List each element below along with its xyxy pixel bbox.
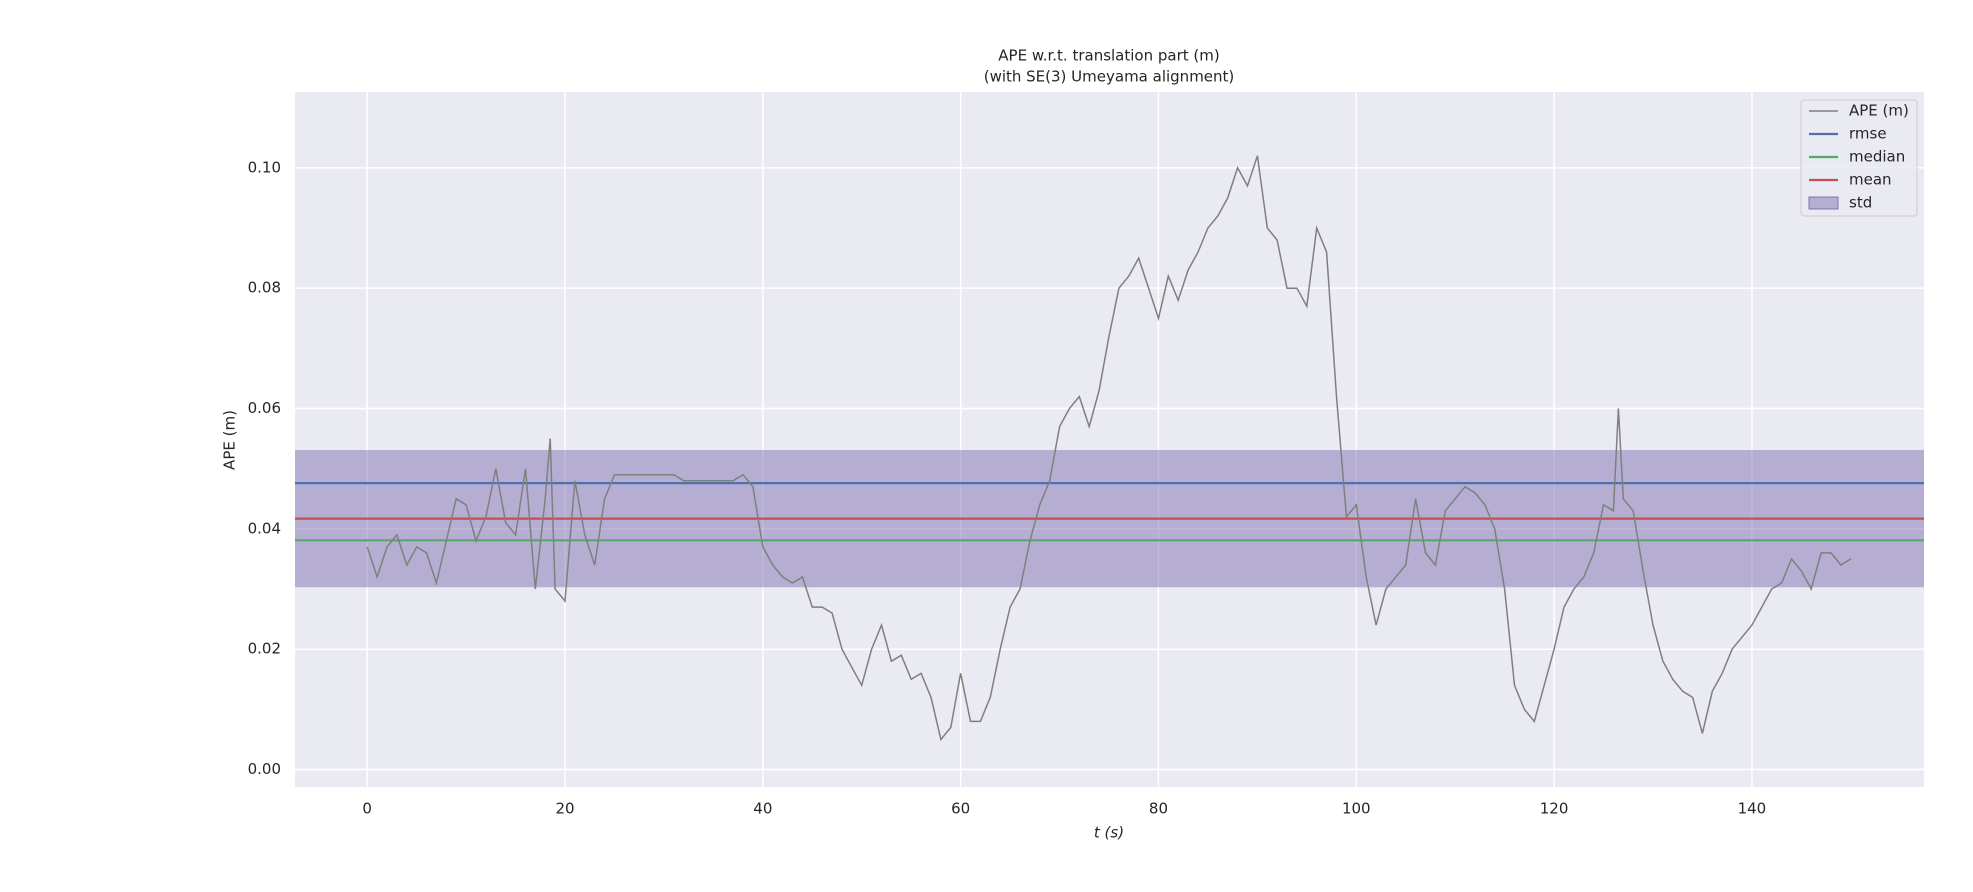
x-tick-label: 0: [362, 800, 372, 818]
ape-line: [366, 155, 1852, 742]
legend-label: rmse: [1849, 125, 1887, 143]
x-tick-label: 140: [1738, 800, 1767, 818]
y-axis-label: APE (m): [221, 410, 239, 470]
legend-label: std: [1849, 194, 1872, 212]
y-tick-label: 0.06: [248, 399, 281, 417]
x-axis-label: t (s): [1094, 824, 1124, 842]
legend-box: [1800, 99, 1918, 217]
y-tick-label: 0.08: [248, 279, 281, 297]
y-tick-label: 0.10: [248, 158, 281, 176]
chart-subtitle: (with SE(3) Umeyama alignment): [984, 68, 1235, 86]
y-tick-label: 0.04: [248, 519, 281, 537]
legend-label: APE (m): [1849, 102, 1909, 120]
x-tick-label: 120: [1540, 800, 1569, 818]
x-tick-label: 60: [951, 800, 970, 818]
legend-label: median: [1849, 148, 1905, 166]
y-tick-label: 0.02: [248, 640, 281, 658]
legend-swatch: [1808, 196, 1839, 210]
x-tick-label: 100: [1342, 800, 1371, 818]
plot-background: [295, 92, 1924, 787]
chart-title: APE w.r.t. translation part (m): [998, 47, 1219, 65]
y-tick-label: 0.00: [248, 760, 281, 778]
legend-label: mean: [1849, 171, 1892, 189]
x-tick-label: 40: [753, 800, 772, 818]
x-tick-label: 20: [555, 800, 574, 818]
x-tick-label: 80: [1149, 800, 1168, 818]
